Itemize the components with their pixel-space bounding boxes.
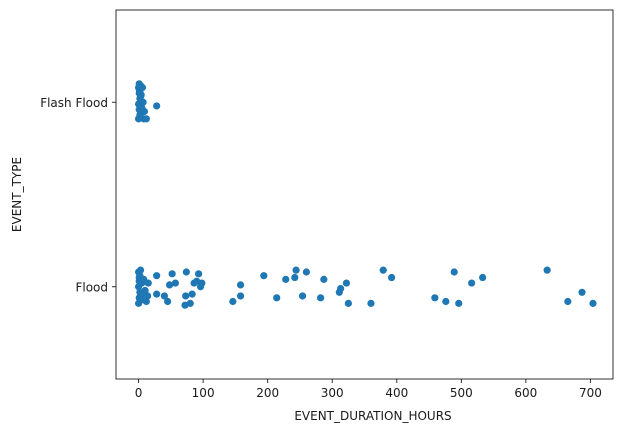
data-point: [182, 292, 190, 300]
data-point: [142, 115, 150, 123]
data-point: [188, 290, 196, 298]
data-point: [134, 268, 143, 276]
data-point: [578, 288, 586, 296]
data-point: [153, 290, 161, 298]
data-point: [236, 292, 245, 300]
x-tick-label: 400: [385, 386, 408, 400]
data-point: [450, 268, 458, 276]
data-point: [137, 91, 145, 99]
data-point: [431, 294, 439, 302]
data-point: [229, 297, 237, 306]
data-point: [236, 281, 245, 289]
x-tick-label: 100: [192, 386, 215, 400]
data-point: [344, 299, 352, 307]
data-point: [195, 270, 203, 278]
data-point: [367, 299, 375, 307]
x-tick-label: 500: [450, 386, 473, 400]
data-point: [342, 279, 351, 287]
data-point: [273, 294, 281, 302]
data-point: [455, 299, 463, 307]
data-point: [186, 299, 194, 307]
data-point: [320, 275, 328, 283]
data-point: [388, 273, 396, 282]
x-axis-label: EVENT_DURATION_HOURS: [294, 409, 451, 423]
data-point: [260, 272, 268, 280]
data-point: [140, 107, 148, 116]
data-point: [292, 266, 300, 274]
data-point: [589, 299, 597, 307]
data-point: [171, 279, 179, 287]
data-point: [282, 275, 290, 283]
y-axis-ticks: Flash Flood Flood: [40, 96, 116, 294]
data-point: [479, 273, 487, 282]
data-point: [168, 270, 176, 278]
data-point: [198, 279, 206, 287]
data-point: [134, 115, 143, 123]
data-point: [144, 292, 152, 300]
data-point: [337, 285, 345, 293]
data-point: [468, 279, 476, 287]
x-tick-label: 600: [514, 386, 537, 400]
data-points: [134, 80, 597, 309]
data-point: [298, 292, 307, 300]
data-point: [302, 268, 311, 276]
axes: [115, 9, 614, 380]
y-tick-label: Flash Flood: [40, 96, 108, 110]
y-tick-label: Flood: [75, 280, 108, 294]
data-point: [442, 297, 450, 306]
x-axis-ticks: 0 100 200 300 400 500 600 700: [135, 379, 602, 400]
x-tick-label: 200: [256, 386, 279, 400]
data-point: [160, 292, 169, 300]
data-point: [142, 297, 150, 306]
data-point: [164, 297, 172, 306]
data-point: [564, 297, 572, 306]
y-axis-label: EVENT_TYPE: [10, 157, 24, 232]
x-tick-label: 700: [579, 386, 602, 400]
data-point: [139, 98, 147, 106]
data-point: [144, 279, 152, 287]
data-point: [317, 294, 325, 302]
data-point: [153, 272, 161, 280]
data-point: [141, 286, 149, 295]
x-tick-label: 300: [321, 386, 344, 400]
data-point: [135, 85, 143, 93]
data-point: [543, 266, 551, 274]
data-point: [153, 102, 161, 110]
data-point: [165, 281, 174, 289]
data-point: [379, 266, 387, 274]
data-point: [291, 273, 299, 282]
axes-frame: [115, 9, 614, 380]
data-point: [182, 268, 190, 276]
x-tick-label: 0: [135, 386, 143, 400]
